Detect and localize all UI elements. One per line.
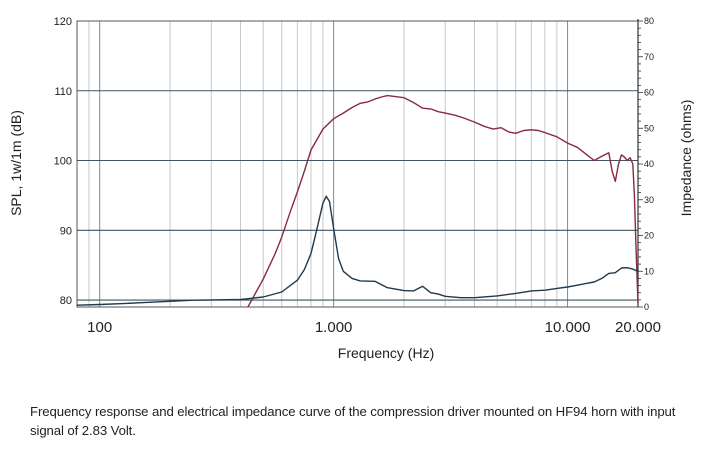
horizontal-gridlines: [77, 90, 638, 301]
figure-caption: Frequency response and electrical impeda…: [30, 404, 676, 438]
left-y-axis-label: SPL, 1w/1m (dB): [8, 110, 24, 216]
right-tick-label: 50: [644, 123, 654, 133]
series-layer: [76, 94, 639, 308]
right-y-axis-label: Impedance (ohms): [678, 100, 694, 217]
x-tick-label: 100: [87, 319, 112, 336]
left-tick-label: 100: [54, 156, 72, 168]
x-tick-label: 20.000: [615, 319, 661, 336]
chart: 80 90 100 110 120 0 10 20 30 40 50 60 70 80 100 1.000…: [8, 16, 694, 361]
right-tick-label: 60: [644, 88, 654, 98]
right-axis: [637, 19, 643, 308]
x-tick-label: 10.000: [545, 319, 591, 336]
spl-curve: [247, 94, 639, 308]
plot-frame: [76, 20, 639, 308]
left-tick-label: 80: [60, 295, 72, 307]
right-tick-labels: 0 10 20 30 40 50 60 70 80: [644, 16, 654, 312]
x-axis-label: Frequency (Hz): [338, 345, 434, 361]
left-tick-label: 110: [54, 86, 72, 98]
left-tick-label: 120: [54, 16, 72, 28]
right-tick-label: 10: [644, 266, 654, 276]
impedance-curve: [76, 195, 639, 306]
x-tick-labels: 100 1.000 10.000 20.000: [87, 319, 661, 336]
x-tick-label: 1.000: [315, 319, 353, 336]
right-tick-label: 30: [644, 195, 654, 205]
right-tick-label: 20: [644, 231, 654, 241]
left-tick-label: 90: [60, 225, 72, 237]
vertical-gridlines: [88, 21, 569, 307]
right-tick-label: 40: [644, 159, 654, 169]
left-tick-labels: 80 90 100 110 120: [54, 16, 72, 307]
right-tick-label: 70: [644, 52, 654, 62]
right-tick-label: 0: [644, 302, 649, 312]
right-tick-label: 80: [644, 16, 654, 26]
